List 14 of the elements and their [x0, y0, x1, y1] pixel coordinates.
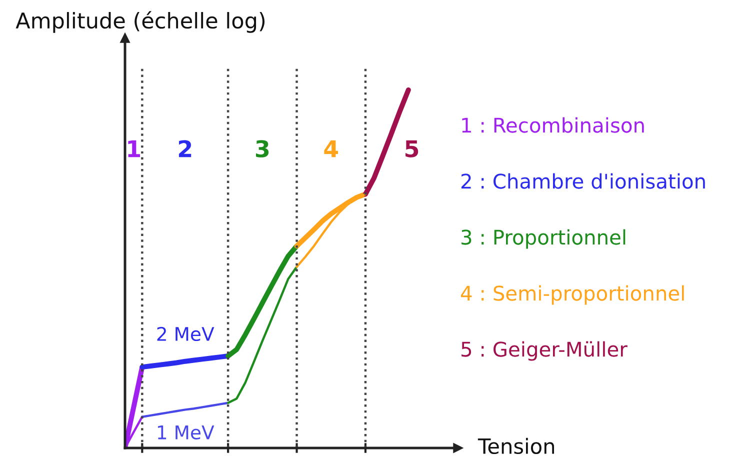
annotation: 2 [178, 140, 192, 158]
annotation: 1 [128, 140, 140, 158]
annotation: 4 [324, 140, 338, 158]
y-axis-title: Amplitude (échelle log) [16, 11, 265, 33]
annotation: 5 [406, 140, 418, 158]
text: 4 : Semi-proportionnel [460, 285, 684, 305]
text: 3 : Proportionnel [462, 229, 626, 249]
annotation: 3 [256, 140, 269, 158]
text: 5 : Geiger-Müller [462, 341, 628, 361]
annotation: 2 MeV [157, 326, 214, 342]
text: 1 : Recombinaison [462, 117, 644, 133]
text: 2 : Chambre d'ionisation [461, 173, 705, 189]
x-axis-title: Tension [478, 438, 554, 454]
annotation: 1 MeV [158, 426, 214, 440]
